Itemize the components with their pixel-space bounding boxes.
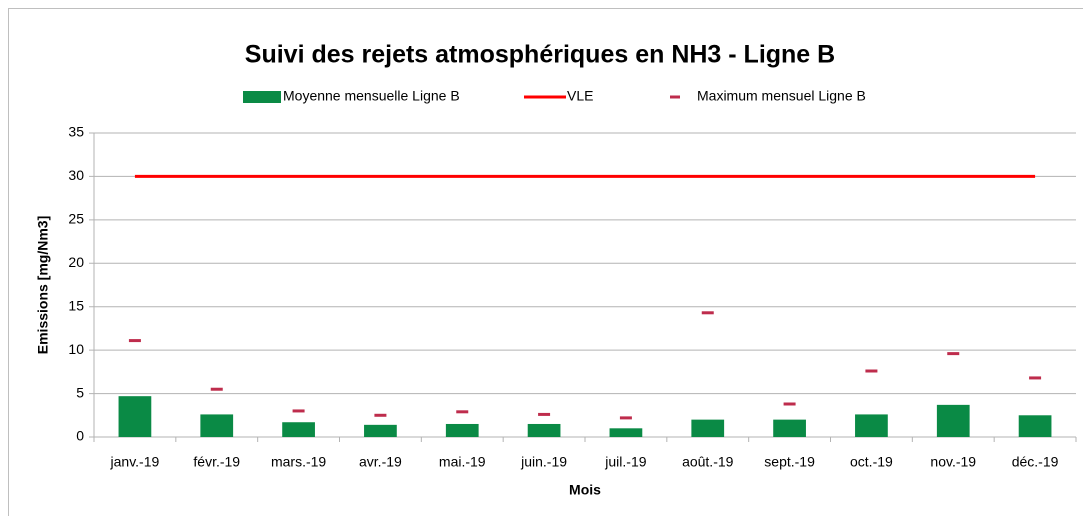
- y-tick-label: 25: [68, 211, 84, 227]
- bar: [855, 414, 888, 437]
- x-tick-label: avr.-19: [359, 454, 402, 470]
- bar: [200, 414, 233, 437]
- bar: [691, 420, 724, 437]
- legend-label: Moyenne mensuelle Ligne B: [283, 88, 460, 104]
- bar: [119, 396, 152, 437]
- chart-title: Suivi des rejets atmosphériques en NH3 -…: [245, 41, 835, 69]
- bar: [446, 424, 479, 437]
- x-tick-label: mai.-19: [439, 454, 486, 470]
- y-tick-label: 5: [76, 384, 84, 400]
- y-tick-label: 35: [68, 124, 84, 140]
- bar: [773, 420, 806, 437]
- x-tick-label: janv.-19: [110, 454, 160, 470]
- y-tick-label: 15: [68, 297, 84, 313]
- x-tick-label: août.-19: [682, 454, 734, 470]
- y-tick-label: 20: [68, 254, 84, 270]
- x-tick-label: nov.-19: [930, 454, 976, 470]
- x-tick-label: oct.-19: [850, 454, 893, 470]
- x-tick-label: juil.-19: [604, 454, 646, 470]
- y-tick-label: 30: [68, 167, 84, 183]
- x-tick-label: févr.-19: [193, 454, 240, 470]
- y-tick-label: 0: [76, 428, 84, 444]
- x-axis-label: Mois: [569, 482, 601, 498]
- y-axis-label: Emissions [mg/Nm3]: [35, 216, 51, 354]
- bar: [610, 428, 643, 437]
- bar: [1019, 415, 1052, 437]
- legend-swatch: [243, 91, 281, 103]
- bar: [937, 405, 970, 437]
- x-tick-label: juin.-19: [520, 454, 567, 470]
- bar: [364, 425, 397, 437]
- bar: [528, 424, 561, 437]
- x-tick-label: déc.-19: [1012, 454, 1059, 470]
- chart-frame: [9, 9, 1083, 517]
- x-tick-label: mars.-19: [271, 454, 326, 470]
- bar: [282, 422, 315, 437]
- legend-label: Maximum mensuel Ligne B: [697, 88, 866, 104]
- y-tick-label: 10: [68, 341, 84, 357]
- legend-label: VLE: [567, 88, 593, 104]
- x-tick-label: sept.-19: [764, 454, 815, 470]
